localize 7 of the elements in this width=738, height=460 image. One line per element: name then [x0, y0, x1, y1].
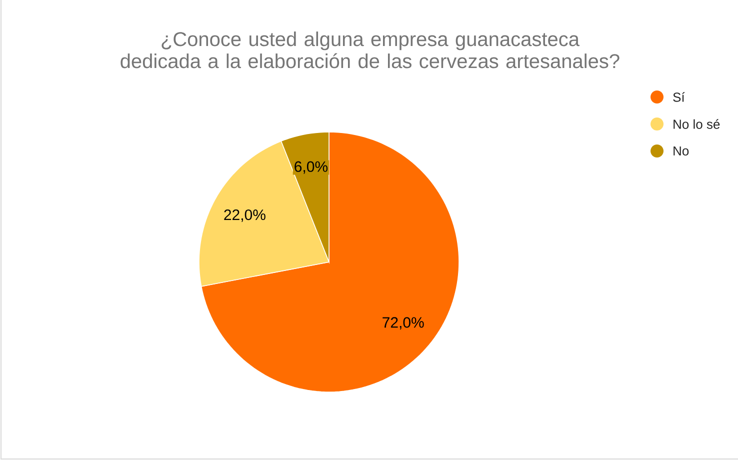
data-label: 72,0% [382, 317, 424, 330]
chart-title: ¿Conoce usted alguna empresa guanacasteca dedicada a la elaboración de las cervezas artesanales? [120, 32, 620, 68]
data-label: 22,0% [224, 209, 266, 222]
legend-label: No lo sé [674, 119, 720, 129]
legend-label: No [674, 146, 689, 156]
legend-label: Sí [673, 92, 685, 102]
data-label: 6,0% [294, 161, 328, 174]
